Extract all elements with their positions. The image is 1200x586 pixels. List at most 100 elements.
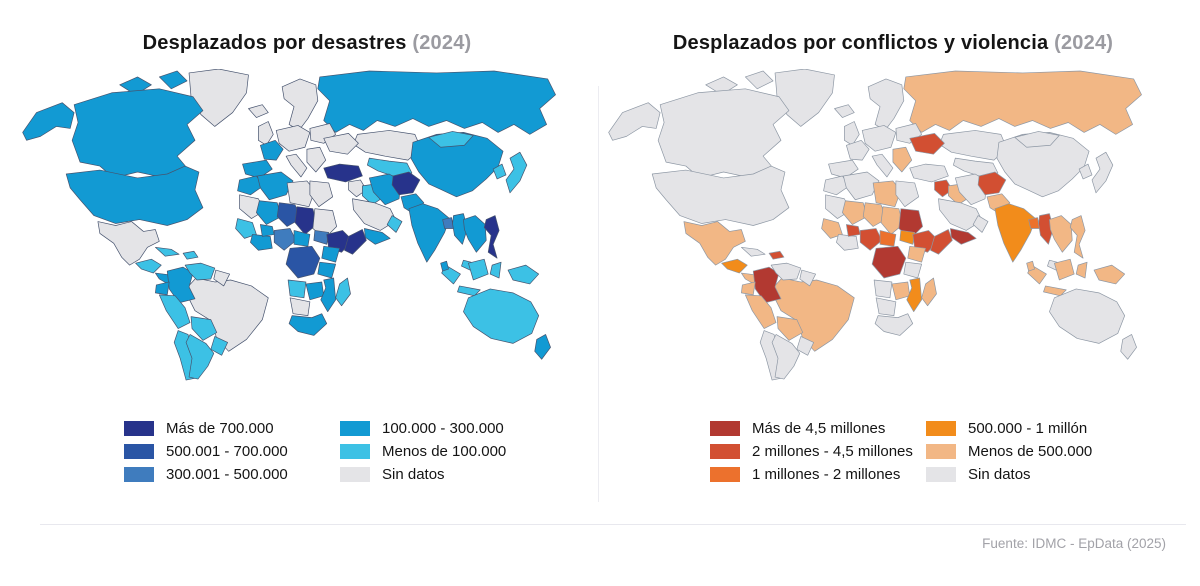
region-south-africa <box>288 313 328 336</box>
region-iceland <box>248 104 269 118</box>
region-philippines <box>483 215 500 259</box>
region-burkina <box>846 224 861 237</box>
legend-label-cat5: Menos de 100.000 <box>382 443 507 460</box>
region-mozambique <box>906 277 922 313</box>
region-korea <box>1078 163 1093 180</box>
region-alaska <box>608 102 661 141</box>
legend-swatch-cat2 <box>710 444 740 459</box>
region-peru <box>158 294 191 329</box>
legend-disasters-col1: Más de 700.000 500.001 - 700.000 300.001 -… <box>124 420 340 490</box>
legend-item-disasters-cat2: 500.001 - 700.000 <box>124 443 340 460</box>
region-south-africa <box>874 313 914 336</box>
region-europe-central <box>861 125 897 152</box>
region-russia <box>317 70 556 135</box>
region-brazil <box>771 277 855 352</box>
legend-conflicts: Más de 4,5 millones 2 millones - 4,5 mill… <box>604 420 1182 490</box>
legend-swatch-cat4 <box>926 421 956 436</box>
region-yemen <box>950 228 977 245</box>
region-kazakhstan <box>939 130 1008 161</box>
region-afghanistan <box>391 171 421 196</box>
legend-item-disasters-nodata: Sin datos <box>340 466 556 483</box>
region-europe-central <box>275 125 311 152</box>
region-zambia <box>891 281 911 301</box>
region-italy <box>285 153 308 178</box>
map-panel-disasters: Desplazados por desastres (2024) <box>18 18 596 490</box>
legend-label-cat1: Más de 700.000 <box>166 420 274 437</box>
legend-label-nodata: Sin datos <box>382 466 445 483</box>
region-ecuador <box>741 281 756 296</box>
map-title-disasters: Desplazados por desastres (2024) <box>18 18 596 55</box>
legend-item-conflicts-cat3: 1 millones - 2 millones <box>710 466 926 483</box>
legend-swatch-cat3 <box>124 467 154 482</box>
legend-label-cat1: Más de 4,5 millones <box>752 420 886 437</box>
legend-swatch-cat1 <box>124 421 154 436</box>
region-chad <box>880 206 904 235</box>
region-iberia <box>828 159 859 179</box>
region-venezuela <box>770 262 802 281</box>
region-japan <box>1091 151 1114 194</box>
legend-swatch-cat4 <box>340 421 370 436</box>
region-mozambique <box>320 277 336 313</box>
region-senegal-guinea <box>235 218 257 239</box>
region-japan <box>505 151 528 194</box>
region-australia <box>1049 288 1126 344</box>
region-namibia-botswana <box>875 297 897 316</box>
region-papua <box>1093 264 1126 285</box>
region-guatemala <box>135 258 162 274</box>
region-chad <box>294 206 318 235</box>
region-borneo <box>1054 258 1075 281</box>
legend-swatch-cat5 <box>926 444 956 459</box>
region-bangladesh <box>442 217 454 229</box>
region-cuba <box>741 246 766 257</box>
region-bangladesh <box>1028 217 1040 229</box>
region-argentina <box>185 334 215 380</box>
legend-disasters: Más de 700.000 500.001 - 700.000 300.001 -… <box>18 420 596 490</box>
region-philippines <box>1069 215 1086 259</box>
region-bolivia <box>190 316 218 341</box>
legend-label-cat2: 2 millones - 4,5 millones <box>752 443 913 460</box>
region-sri-lanka <box>1026 260 1035 272</box>
region-hispaniola <box>182 250 199 260</box>
legend-swatch-cat2 <box>124 444 154 459</box>
legend-item-disasters-cat1: Más de 700.000 <box>124 420 340 437</box>
region-angola <box>873 279 893 299</box>
legend-item-conflicts-cat5: Menos de 500.000 <box>926 443 1142 460</box>
region-nigeria <box>273 228 297 251</box>
region-guyanas <box>799 269 816 287</box>
region-turkey <box>909 163 949 183</box>
legend-item-disasters-cat3: 300.001 - 500.000 <box>124 466 340 483</box>
region-canada <box>71 88 204 179</box>
region-morocco <box>237 175 264 196</box>
legend-conflicts-col1: Más de 4,5 millones 2 millones - 4,5 mill… <box>710 420 926 490</box>
region-balkans <box>306 146 327 173</box>
legend-conflicts-col2: 500.000 - 1 millón Menos de 500.000 Sin da… <box>926 420 1142 490</box>
region-argentina <box>771 334 801 380</box>
region-algeria <box>257 171 294 201</box>
region-china <box>996 132 1090 198</box>
region-sulawesi <box>1075 261 1088 279</box>
legend-swatch-cat5 <box>340 444 370 459</box>
legend-item-disasters-cat5: Menos de 100.000 <box>340 443 556 460</box>
region-china <box>410 132 504 198</box>
region-new-zealand <box>1120 334 1137 360</box>
legend-label-cat3: 300.001 - 500.000 <box>166 466 288 483</box>
region-uk <box>844 121 860 146</box>
legend-label-cat5: Menos de 500.000 <box>968 443 1093 460</box>
region-paraguay <box>796 336 815 356</box>
region-algeria <box>843 171 880 201</box>
region-south-sudan <box>313 230 330 245</box>
legend-swatch-nodata <box>926 467 956 482</box>
region-venezuela <box>184 262 216 281</box>
world-map-disasters <box>20 69 580 387</box>
region-scandinavia <box>281 78 319 131</box>
region-afghanistan <box>977 171 1007 196</box>
region-france <box>846 139 870 161</box>
region-angola <box>287 279 307 299</box>
region-colombia <box>166 266 196 304</box>
region-canada <box>657 88 790 179</box>
region-burkina <box>260 224 275 237</box>
region-france <box>260 139 284 161</box>
legend-label-cat2: 500.001 - 700.000 <box>166 443 288 460</box>
region-india <box>408 203 450 263</box>
